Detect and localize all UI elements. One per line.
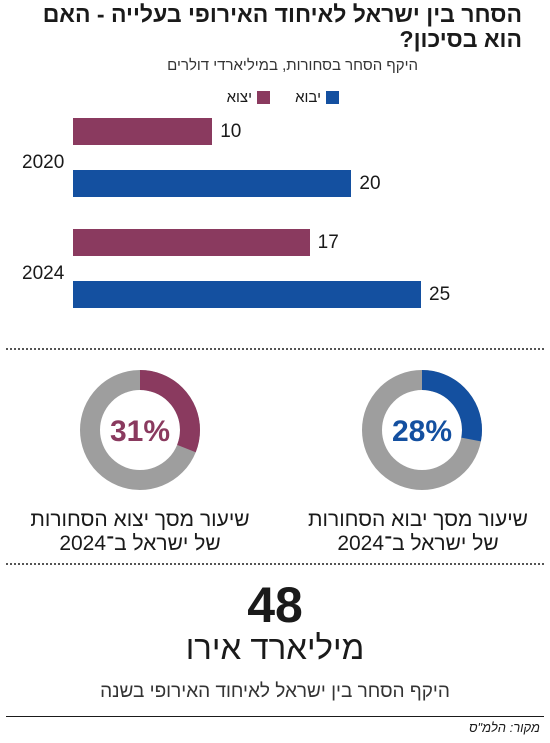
bar-export-2020 — [73, 118, 213, 145]
source-note: מקור: הלמ"ס — [469, 720, 540, 735]
donut-import-chart: 28% — [362, 370, 482, 490]
donut-export-chart: 31% — [80, 370, 200, 490]
bar-value-import-2024: 25 — [429, 284, 451, 305]
divider-top — [6, 348, 544, 350]
bar-value-import-2020: 20 — [359, 173, 381, 194]
footer-rule — [6, 716, 544, 717]
chart-subtitle: היקף הסחר בסחורות, במיליארדי דולרים — [167, 57, 418, 74]
donut-export-caption-line-2: של ישראל ב־2024 — [59, 532, 221, 555]
page-title: הסחר בין ישראל לאיחוד האירופי בעלייה - ה… — [42, 1, 522, 52]
donut-import: 28% — [362, 370, 482, 490]
bar-import-2020 — [73, 170, 352, 197]
highlight-description: היקף הסחר בין ישראל לאיחוד האירופי בשנה — [100, 681, 450, 702]
legend-label-export: יצוא — [226, 88, 252, 106]
donut-import-share — [362, 370, 482, 490]
bar-import-2024 — [73, 281, 421, 308]
divider-bottom — [6, 563, 544, 565]
highlight-number: 48 — [247, 577, 303, 633]
donut-export-share — [80, 370, 200, 490]
legend-swatch-export — [257, 90, 270, 104]
donut-import-caption-line-1: שיעור מסך יבוא הסחורות — [308, 508, 528, 531]
donut-export-caption: שיעור מסך יצוא הסחורות של ישראל ב־2024 — [20, 508, 260, 556]
donut-export: 31% — [80, 370, 200, 490]
donut-import-label: 28% — [392, 415, 452, 448]
donut-import-caption: שיעור מסך יבוא הסחורות של ישראל ב־2024 — [298, 508, 538, 556]
highlight-unit: מיליארד אירו — [185, 629, 365, 666]
bar-value-export-2024: 17 — [317, 232, 339, 253]
legend-item-import: יבוא — [295, 88, 339, 106]
donut-export-caption-line-1: שיעור מסך יצוא הסחורות — [30, 508, 250, 531]
category-label-2024: 2024 — [22, 263, 65, 284]
category-label-2020: 2020 — [22, 152, 65, 173]
donut-export-label: 31% — [110, 415, 170, 448]
legend-item-export: יצוא — [227, 88, 270, 106]
legend-label-import: יבוא — [295, 88, 321, 106]
legend-swatch-import — [326, 90, 339, 104]
donut-import-caption-line-2: של ישראל ב־2024 — [337, 532, 499, 555]
bar-export-2024 — [73, 229, 310, 256]
bar-value-export-2020: 10 — [220, 121, 242, 142]
